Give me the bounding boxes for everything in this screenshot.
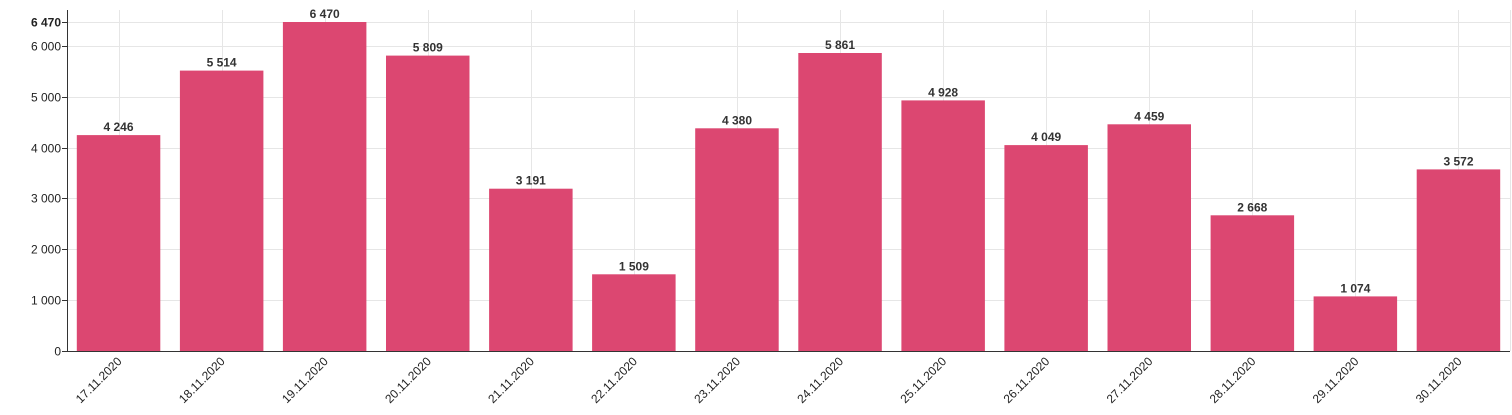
bar bbox=[592, 274, 676, 351]
bar-value-label: 4 049 bbox=[1031, 130, 1061, 144]
x-tick-label: 25.11.2020 bbox=[897, 354, 949, 406]
y-tick-label: 0 bbox=[54, 345, 61, 359]
bar-value-label: 4 928 bbox=[928, 85, 958, 99]
x-tick-label: 19.11.2020 bbox=[279, 354, 331, 406]
bar bbox=[179, 70, 264, 351]
bar-value-label: 3 572 bbox=[1443, 154, 1473, 168]
bar-value-label: 4 246 bbox=[103, 120, 133, 134]
bar-value-label: 2 668 bbox=[1237, 200, 1267, 214]
bar bbox=[695, 128, 779, 351]
x-tick-label: 17.11.2020 bbox=[73, 354, 125, 406]
bar-value-label: 5 809 bbox=[413, 41, 443, 55]
bar-value-label: 5 514 bbox=[207, 56, 237, 70]
bar-value-label: 1 509 bbox=[619, 259, 649, 273]
x-tick-label: 22.11.2020 bbox=[588, 354, 640, 406]
bar bbox=[282, 22, 367, 351]
bar-value-label: 4 380 bbox=[722, 113, 752, 127]
bar bbox=[901, 100, 985, 352]
y-tick-label: 5 000 bbox=[31, 91, 61, 105]
bar bbox=[386, 55, 470, 351]
x-tick-label: 21.11.2020 bbox=[485, 354, 537, 406]
x-tick-label: 26.11.2020 bbox=[1001, 354, 1053, 406]
bar bbox=[798, 53, 882, 351]
bar bbox=[1416, 169, 1501, 351]
x-tick-label: 30.11.2020 bbox=[1413, 354, 1465, 406]
x-tick-label: 23.11.2020 bbox=[691, 354, 743, 406]
y-tick-label: 6 000 bbox=[31, 40, 61, 54]
x-tick-label: 27.11.2020 bbox=[1104, 354, 1156, 406]
bar bbox=[76, 135, 161, 351]
bar-value-label: 5 861 bbox=[825, 38, 855, 52]
y-tick-label: 2 000 bbox=[31, 243, 61, 257]
bars bbox=[76, 22, 1501, 352]
bar-value-label: 3 191 bbox=[516, 174, 546, 188]
y-max-label: 6 470 bbox=[31, 16, 61, 30]
bar-value-label: 4 459 bbox=[1134, 109, 1164, 123]
bar bbox=[1210, 215, 1295, 351]
bar bbox=[489, 188, 573, 351]
y-tick-label: 1 000 bbox=[31, 294, 61, 308]
x-tick-label: 18.11.2020 bbox=[176, 354, 228, 406]
bar bbox=[1004, 145, 1088, 351]
y-tick-label: 3 000 bbox=[31, 192, 61, 206]
bar-value-label: 6 470 bbox=[310, 7, 340, 21]
y-tick-label: 4 000 bbox=[31, 142, 61, 156]
bar bbox=[1313, 296, 1398, 351]
bar-value-label: 1 074 bbox=[1340, 281, 1370, 295]
x-tick-label: 28.11.2020 bbox=[1207, 354, 1259, 406]
x-tick-label: 20.11.2020 bbox=[382, 354, 434, 406]
bar bbox=[1107, 124, 1191, 351]
x-tick-label: 24.11.2020 bbox=[794, 354, 846, 406]
axes bbox=[62, 10, 1510, 352]
x-tick-label: 29.11.2020 bbox=[1310, 354, 1362, 406]
